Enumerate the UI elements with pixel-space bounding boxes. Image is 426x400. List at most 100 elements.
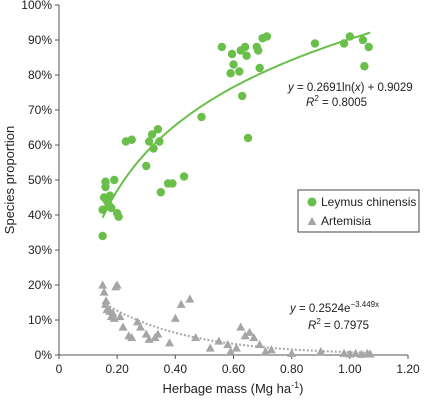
x-tick-label: 1.20 — [396, 362, 420, 376]
eq2-exp: −3.449x — [350, 300, 379, 309]
data-point-artemisia — [316, 347, 326, 356]
equation-artemisia-line2: R2 = 0.7975 — [308, 317, 369, 332]
y-tick-label: 90% — [28, 33, 52, 47]
x-axis-title-end: ) — [299, 381, 303, 396]
y-tick-label: 60% — [28, 138, 52, 152]
data-point-leymus — [240, 42, 250, 52]
eq1-r2-val: = 0.8005 — [319, 97, 367, 109]
data-point-artemisia — [170, 313, 180, 322]
data-point-artemisia — [98, 280, 108, 289]
data-point-artemisia — [165, 338, 175, 347]
y-tick-label: 50% — [28, 173, 52, 187]
data-point-leymus — [358, 35, 368, 45]
eq2-r2-sup: 2 — [316, 317, 321, 326]
data-point-artemisia — [153, 329, 163, 338]
data-point-artemisia — [101, 296, 111, 305]
x-axis-title-main: Herbage mass (Mg ha — [163, 381, 292, 396]
equation-leymus: y = 0.2691ln(x) + 0.9029 R2 = 0.8005 — [287, 82, 413, 109]
data-point-artemisia — [191, 333, 201, 342]
data-point-leymus — [156, 188, 165, 197]
data-point-leymus — [345, 32, 355, 41]
data-point-artemisia — [249, 333, 259, 342]
data-point-artemisia — [266, 345, 276, 354]
data-point-leymus — [229, 60, 238, 69]
data-point-artemisia — [205, 343, 215, 352]
eq1-lhs: y — [287, 82, 295, 94]
eq2-lhs: y — [289, 303, 297, 315]
data-point-artemisia — [135, 322, 145, 331]
y-tick-label: 10% — [28, 313, 52, 327]
y-tick-label: 20% — [28, 278, 52, 292]
data-point-leymus — [98, 231, 107, 241]
x-tick-label: 0.20 — [105, 362, 129, 376]
x-axis-title-sup: -1 — [291, 380, 299, 390]
data-point-leymus — [262, 32, 272, 41]
data-point-leymus — [147, 130, 157, 139]
data-point-leymus — [254, 46, 263, 55]
data-point-artemisia — [236, 322, 246, 331]
eq1-r2: R — [306, 97, 314, 109]
data-point-leymus — [238, 91, 247, 101]
data-point-leymus — [235, 67, 244, 76]
y-tick-label: 40% — [28, 208, 52, 222]
x-tick-label: 0.80 — [280, 362, 304, 376]
equation-leymus-line2: R2 = 0.8005 — [306, 94, 367, 109]
eq1-r2-sup: 2 — [314, 94, 319, 103]
x-tick-label: 1.00 — [338, 362, 362, 376]
data-point-leymus — [217, 42, 227, 52]
data-point-leymus — [110, 175, 119, 185]
data-point-leymus — [98, 205, 107, 214]
y-tick-label: 80% — [28, 68, 52, 82]
data-point-artemisia — [214, 336, 224, 345]
data-point-leymus — [142, 161, 151, 171]
data-point-leymus — [227, 49, 237, 59]
data-point-leymus — [114, 212, 123, 221]
data-point-leymus — [155, 137, 164, 146]
data-point-leymus — [168, 179, 177, 188]
data-point-artemisia — [244, 327, 254, 336]
equation-leymus-line1: y = 0.2691ln(x) + 0.9029 — [287, 82, 413, 94]
data-point-leymus — [364, 42, 373, 52]
x-tick-label: 0.40 — [164, 362, 188, 376]
x-tick-label: 0.60 — [222, 362, 246, 376]
legend-marker-artemisia — [307, 217, 317, 225]
data-point-leymus — [149, 144, 158, 153]
data-point-artemisia — [185, 294, 195, 303]
data-point-artemisia — [176, 299, 186, 308]
data-point-leymus — [105, 191, 115, 200]
data-point-artemisia — [115, 312, 125, 321]
data-point-leymus — [127, 135, 136, 144]
data-point-artemisia — [231, 343, 241, 352]
data-point-artemisia — [133, 317, 143, 326]
y-tick-label: 30% — [28, 243, 52, 257]
legend-label-leymus: Leymus chinensis — [321, 195, 416, 209]
eq1-rhs: = 0.2691ln( — [294, 82, 355, 94]
data-point-artemisia — [112, 280, 122, 289]
data-point-artemisia — [223, 340, 233, 349]
data-point-leymus — [101, 182, 110, 192]
legend-box — [297, 189, 420, 233]
legend-marker-leymus — [307, 197, 317, 207]
data-point-artemisia — [351, 348, 361, 357]
x-axis-title: Herbage mass (Mg ha-1) — [163, 380, 304, 396]
data-point-artemisia — [118, 322, 128, 331]
data-point-artemisia — [339, 348, 349, 357]
data-point-artemisia — [287, 348, 297, 357]
y-tick-label: 100% — [21, 0, 52, 12]
data-point-artemisia — [255, 340, 265, 349]
data-point-leymus — [310, 39, 320, 48]
trendline-leymus — [101, 31, 371, 219]
equation-artemisia: y = 0.2524e−3.449x R2 = 0.7975 — [289, 300, 379, 332]
data-point-leymus — [360, 62, 369, 71]
data-point-leymus — [197, 112, 206, 122]
eq1-rhs-end: ) + 0.9029 — [361, 82, 413, 94]
data-point-leymus — [153, 125, 163, 134]
x-tick-label: 0 — [56, 362, 63, 376]
data-point-artemisia — [108, 308, 118, 317]
data-point-artemisia — [127, 333, 137, 342]
data-point-leymus — [339, 39, 349, 48]
data-point-leymus — [243, 133, 253, 143]
equation-artemisia-line1: y = 0.2524e−3.449x — [289, 300, 379, 315]
data-point-leymus — [255, 63, 264, 73]
eq2-r2-val: = 0.7975 — [321, 320, 369, 332]
